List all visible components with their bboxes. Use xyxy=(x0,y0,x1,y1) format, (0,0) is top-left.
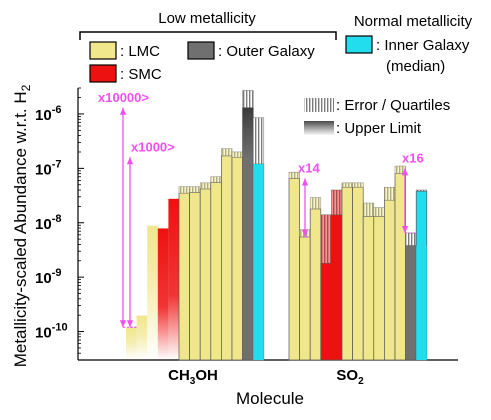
error-range-tint xyxy=(221,148,232,156)
legend-swatch-inner-galaxy xyxy=(345,35,373,54)
x-axis-title: Molecule xyxy=(236,389,304,408)
error-range-tint xyxy=(331,190,342,215)
error-range-tint xyxy=(310,197,321,209)
error-range-tint xyxy=(232,151,243,158)
legend-label-inner-galaxy: : Inner Galaxy xyxy=(376,37,470,54)
error-range xyxy=(252,117,265,165)
bar-lmc xyxy=(189,192,201,361)
error-range xyxy=(405,232,417,246)
legend-label-lmc: : LMC xyxy=(120,43,160,60)
y-tick-label: 10-7 xyxy=(35,158,61,178)
legend-swatch-smc xyxy=(89,64,117,83)
legend-label-error-quartiles: : Error / Quartiles xyxy=(336,97,450,114)
error-range-tint xyxy=(352,182,364,188)
annotation-label: x16 xyxy=(402,150,424,165)
bar-lmc xyxy=(221,155,233,361)
bar-lmc xyxy=(341,186,353,361)
legend-normal-metallicity-title: Normal metallicity xyxy=(354,13,473,30)
bar-lmc xyxy=(384,199,396,361)
error-range-tint xyxy=(210,176,222,183)
bar-smc xyxy=(331,214,343,361)
error-range-tint xyxy=(200,182,211,189)
legend-label-inner-galaxy-median: (median) xyxy=(386,58,445,75)
bar-lmc xyxy=(231,156,243,361)
outer-galaxy-range xyxy=(242,107,254,158)
error-range xyxy=(415,189,428,192)
bar-lmc xyxy=(362,216,375,361)
legend-low-metallicity-title: Low metallicity xyxy=(158,10,256,27)
legend-label-upper-limit: : Upper Limit xyxy=(336,120,422,137)
legend-label-outer-galaxy: : Outer Galaxy xyxy=(218,43,315,60)
annotations: x10000> x1000> x14 x16 xyxy=(98,90,424,328)
bar-lmc xyxy=(136,315,148,360)
error-range-tint xyxy=(342,182,353,188)
error-range-tint xyxy=(289,172,300,179)
bar-lmc xyxy=(178,192,190,361)
error-range xyxy=(309,197,322,210)
bar-lmc xyxy=(147,225,158,360)
category-label-so2: SO2 xyxy=(336,367,364,387)
bars xyxy=(126,90,428,361)
legend: Low metallicity Normal metallicity : LMC… xyxy=(79,10,473,137)
legend-bracket xyxy=(79,31,337,40)
legend-swatch-outer-galaxy xyxy=(187,41,215,60)
bar-smc xyxy=(168,198,179,360)
bar-lmc xyxy=(373,216,385,361)
annotation-label: x14 xyxy=(298,161,320,176)
error-range-tint xyxy=(395,166,406,174)
legend-swatch-lmc xyxy=(89,41,117,60)
legend-upper-limit-swatch xyxy=(304,121,334,135)
y-tick-label: 10-8 xyxy=(35,213,61,233)
bar-smc xyxy=(157,228,169,360)
category-label-ch3oh: CH3OH xyxy=(168,367,218,387)
error-range-tint xyxy=(363,203,374,217)
bar-lmc xyxy=(126,327,137,360)
bar-lmc xyxy=(288,178,300,361)
error-range xyxy=(288,171,300,179)
error-range-tint xyxy=(384,187,395,201)
error-range-tint xyxy=(373,207,385,217)
y-axis-title: Metallicity-scaled Abundance w.r.t. H2 xyxy=(11,84,33,367)
x-category-labels: CH3OH SO2 xyxy=(168,367,364,387)
bar-lmc xyxy=(210,182,222,361)
error-range xyxy=(352,182,364,188)
error-range-tint xyxy=(189,186,201,193)
legend-error-swatch xyxy=(304,98,334,112)
quartile-lower xyxy=(253,164,264,360)
bar-lmc xyxy=(352,186,364,361)
bar-outer-galaxy xyxy=(405,245,417,361)
y-tick-label: 10-10 xyxy=(35,322,68,342)
y-tick-label: 10-6 xyxy=(35,104,61,124)
annotation-label: x1000> xyxy=(131,139,175,154)
legend-label-smc: : SMC xyxy=(120,66,162,83)
error-range-tint xyxy=(320,214,332,264)
bar-lmc xyxy=(199,188,212,361)
bar-lmc xyxy=(299,236,311,361)
bar-lmc xyxy=(394,173,406,361)
y-ticks: 10-10 10-9 10-8 10-7 10-6 xyxy=(35,87,84,361)
y-tick-label: 10-9 xyxy=(35,267,61,287)
bar-smc xyxy=(320,262,332,361)
bar-lmc xyxy=(309,208,322,361)
quartile-lower xyxy=(416,245,427,360)
error-range xyxy=(242,90,254,109)
annotation-label: x10000> xyxy=(98,90,149,105)
error-range-tint xyxy=(179,186,190,194)
